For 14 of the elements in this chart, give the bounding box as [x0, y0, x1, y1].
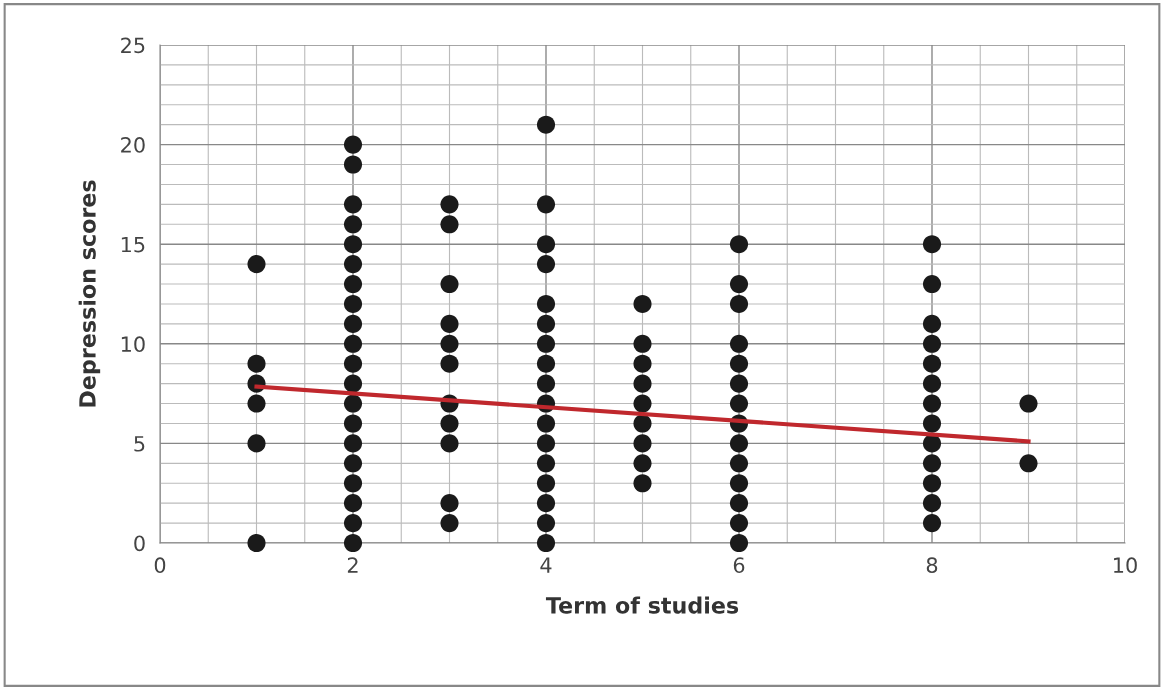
x-axis-title: Term of studies	[545, 596, 739, 614]
y-axis-title: Depression scores	[78, 180, 101, 407]
x-tick-label: 8	[926, 557, 938, 574]
x-tick-label: 2	[347, 557, 358, 573]
y-tick-label: 20	[121, 137, 145, 153]
y-tick-label: 10	[121, 336, 145, 353]
y-tick-label: 0	[134, 535, 145, 552]
x-tick-label: 0	[154, 557, 166, 574]
y-tick-label: 5	[134, 436, 145, 452]
y-tick-label: 25	[121, 37, 145, 54]
x-tick-label: 4	[540, 557, 552, 573]
y-tick-label: 15	[121, 236, 145, 253]
x-tick-label: 6	[733, 557, 745, 574]
x-tick-label: 10	[1114, 557, 1137, 574]
